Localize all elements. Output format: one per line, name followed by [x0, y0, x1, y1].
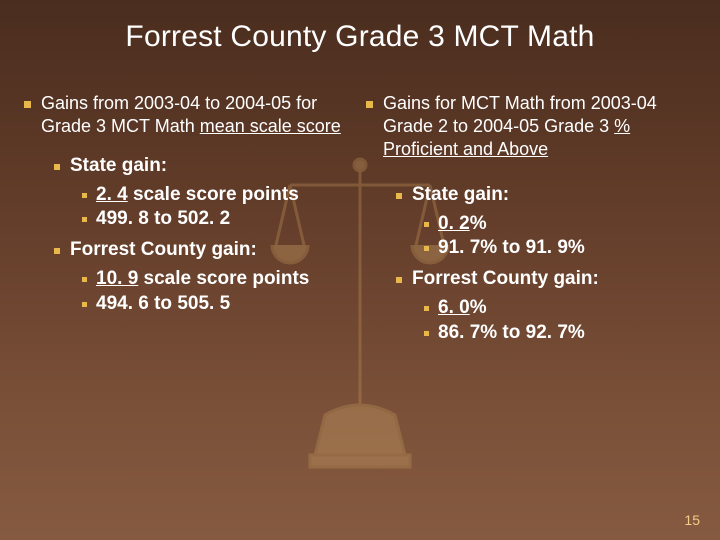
bullet-icon	[424, 331, 429, 336]
left-state-gain: State gain:	[54, 154, 354, 179]
left-heading: Gains from 2003-04 to 2004-05 for Grade …	[24, 92, 354, 138]
left-state-line1: 2. 4 scale score points	[82, 183, 354, 208]
bullet-icon	[82, 302, 87, 307]
slide-title: Forrest County Grade 3 MCT Math	[0, 20, 720, 54]
right-heading: Gains for MCT Math from 2003-04 Grade 2 …	[366, 92, 696, 161]
bullet-icon	[24, 101, 31, 108]
left-county-line1: 10. 9 scale score points	[82, 267, 354, 292]
page-number: 15	[684, 512, 700, 528]
right-county-line1: 6. 0%	[424, 296, 696, 321]
bullet-icon	[424, 222, 429, 227]
bullet-icon	[82, 277, 87, 282]
right-heading-text: Gains for MCT Math from 2003-04 Grade 2 …	[383, 92, 696, 161]
right-county-label: Forrest County gain:	[412, 267, 696, 292]
bullet-icon	[54, 164, 60, 170]
left-state-label: State gain:	[70, 154, 354, 179]
right-state-gain: State gain:	[396, 183, 696, 208]
bullet-icon	[54, 248, 60, 254]
left-county-line2: 494. 6 to 505. 5	[82, 292, 354, 317]
left-state-line2: 499. 8 to 502. 2	[82, 207, 354, 232]
right-column: Gains for MCT Math from 2003-04 Grade 2 …	[366, 92, 696, 351]
bullet-icon	[424, 306, 429, 311]
bullet-icon	[82, 217, 87, 222]
right-state-line1: 0. 2%	[424, 212, 696, 237]
bullet-icon	[82, 193, 87, 198]
right-county-gain: Forrest County gain:	[396, 267, 696, 292]
right-state-line2: 91. 7% to 91. 9%	[424, 236, 696, 261]
content-columns: Gains from 2003-04 to 2004-05 for Grade …	[24, 92, 696, 351]
bullet-icon	[424, 246, 429, 251]
bullet-icon	[396, 277, 402, 283]
left-county-label: Forrest County gain:	[70, 238, 354, 263]
bullet-icon	[396, 193, 402, 199]
bullet-icon	[366, 101, 373, 108]
right-state-label: State gain:	[412, 183, 696, 208]
right-sublist: State gain: 0. 2% 91. 7% to 91. 9% Forre…	[396, 183, 696, 345]
slide: Forrest County Grade 3 MCT Math Gains fr…	[0, 0, 720, 540]
left-sublist: State gain: 2. 4 scale score points 499.…	[54, 154, 354, 316]
left-column: Gains from 2003-04 to 2004-05 for Grade …	[24, 92, 354, 351]
right-county-line2: 86. 7% to 92. 7%	[424, 321, 696, 346]
left-county-gain: Forrest County gain:	[54, 238, 354, 263]
left-heading-text: Gains from 2003-04 to 2004-05 for Grade …	[41, 92, 354, 138]
